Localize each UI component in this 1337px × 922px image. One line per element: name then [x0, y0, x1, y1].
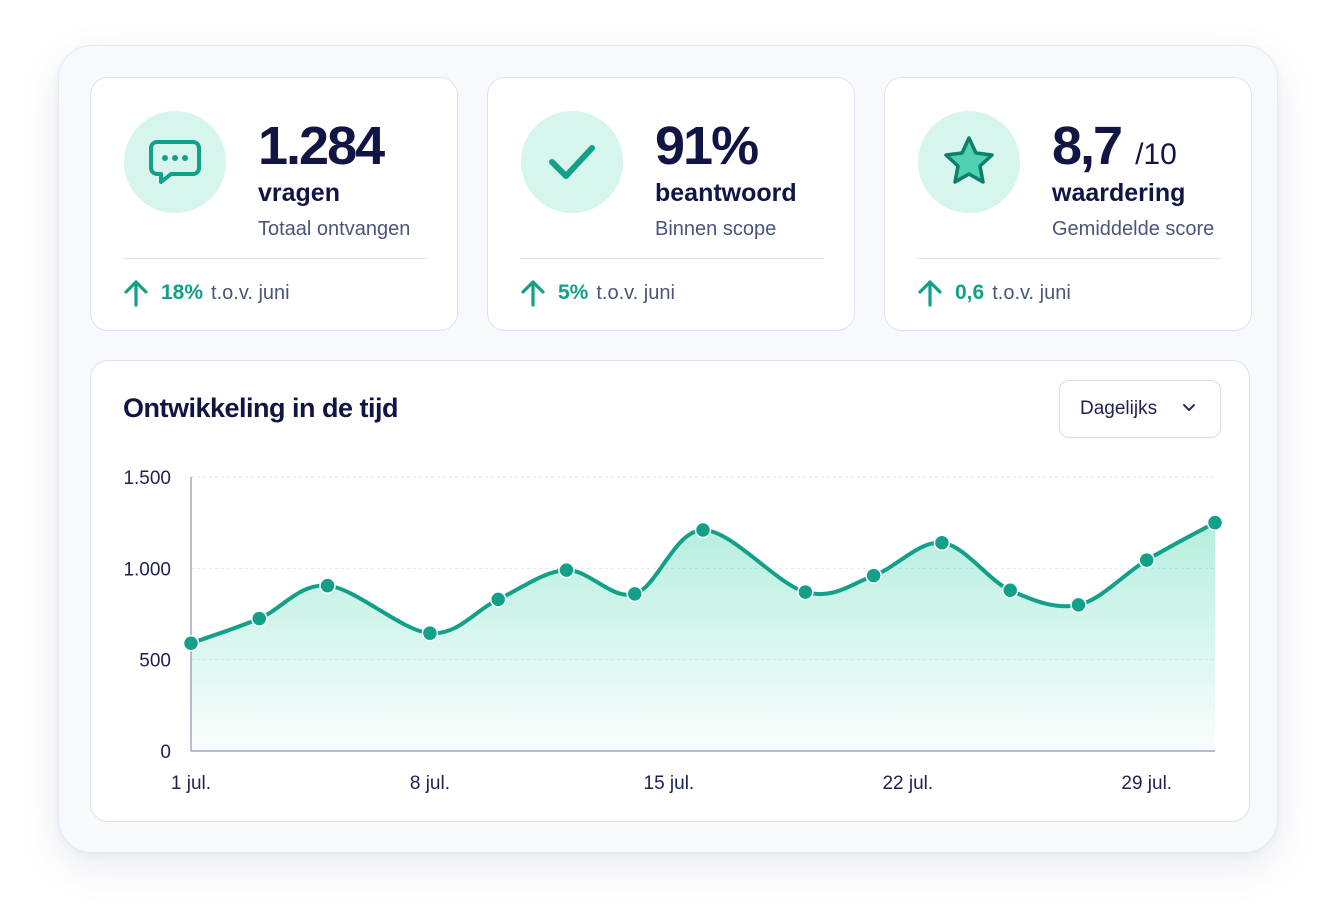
arrow-up-icon	[124, 280, 148, 307]
stat-value-suffix: /10	[1135, 138, 1177, 171]
stat-card-rating: 8,7/10 waardering Gemiddelde score 0,6 t…	[884, 77, 1252, 331]
chart-title: Ontwikkeling in de tijd	[123, 393, 399, 423]
stat-value: 91%	[655, 116, 759, 176]
stat-unit: waardering	[1052, 179, 1186, 207]
check-icon-circle	[521, 111, 623, 213]
chart-card: Ontwikkeling in de tijd Dagelijks 0 500 1.…	[90, 360, 1250, 822]
delta-comparison: t.o.v. juni	[596, 281, 675, 304]
data-point[interactable]	[797, 583, 814, 601]
x-tick-label: 15 jul.	[644, 773, 695, 794]
arrow-up-icon	[521, 280, 545, 307]
data-point[interactable]	[1001, 582, 1019, 599]
arrow-up-icon	[918, 280, 942, 307]
chat-bubble-icon	[149, 140, 201, 184]
data-point[interactable]	[933, 534, 951, 552]
stat-subtitle: Binnen scope	[655, 218, 777, 240]
dashboard-panel: 1.284 vragen Totaal ontvangen 18% t.o.v.…	[58, 45, 1278, 853]
data-point[interactable]	[865, 567, 882, 584]
divider	[123, 258, 427, 259]
series-area	[191, 522, 1215, 751]
x-tick-label: 1 jul.	[171, 773, 211, 794]
star-icon-circle	[918, 111, 1020, 213]
y-tick-label: 500	[139, 651, 171, 672]
line-chart: 0 500 1.000 1.500 1 jul. 8 jul. 15 jul. 22 jul.…	[123, 468, 1224, 794]
delta-comparison: t.o.v. juni	[992, 281, 1071, 304]
delta-comparison: t.o.v. juni	[211, 281, 290, 304]
x-tick-label: 29 jul.	[1121, 773, 1172, 794]
delta-value: 18%	[161, 281, 204, 304]
divider	[520, 258, 824, 259]
stat-delta: 0,6 t.o.v. juni	[917, 277, 1071, 309]
data-point[interactable]	[489, 591, 507, 608]
dropdown-selected-value: Dagelijks	[1080, 398, 1158, 419]
data-point[interactable]	[694, 521, 712, 539]
data-point[interactable]	[251, 610, 268, 627]
chat-icon-circle	[124, 111, 226, 213]
interval-dropdown[interactable]: Dagelijks	[1059, 380, 1221, 438]
data-point[interactable]	[558, 561, 575, 579]
stat-unit: vragen	[258, 179, 340, 207]
y-tick-label: 1.500	[123, 468, 171, 489]
data-point[interactable]	[182, 634, 200, 652]
stat-unit: beantwoord	[655, 179, 797, 207]
checkmark-icon	[549, 145, 595, 179]
data-point[interactable]	[319, 577, 336, 594]
divider	[917, 258, 1221, 259]
delta-value: 0,6	[955, 281, 985, 304]
x-tick-label: 22 jul.	[882, 773, 933, 794]
stat-subtitle: Totaal ontvangen	[258, 218, 411, 240]
stat-value: 8,7/10	[1052, 116, 1177, 176]
delta-value: 5%	[558, 281, 589, 304]
star-icon	[944, 136, 994, 184]
data-point[interactable]	[1138, 551, 1155, 569]
stat-card-answered: 91% beantwoord Binnen scope 5% t.o.v. ju…	[487, 77, 855, 331]
chevron-down-icon	[1183, 404, 1195, 411]
stat-card-questions: 1.284 vragen Totaal ontvangen 18% t.o.v.…	[90, 77, 458, 331]
data-point[interactable]	[1070, 596, 1087, 614]
y-tick-label: 0	[160, 742, 171, 763]
data-point[interactable]	[626, 585, 643, 603]
data-point[interactable]	[421, 624, 439, 642]
data-point[interactable]	[1206, 514, 1224, 531]
stat-value: 1.284	[258, 116, 385, 176]
stat-subtitle: Gemiddelde score	[1052, 218, 1215, 240]
stat-delta: 5% t.o.v. juni	[520, 277, 675, 309]
x-tick-label: 8 jul.	[410, 773, 450, 794]
y-tick-label: 1.000	[123, 559, 171, 580]
stat-delta: 18% t.o.v. juni	[123, 277, 290, 309]
